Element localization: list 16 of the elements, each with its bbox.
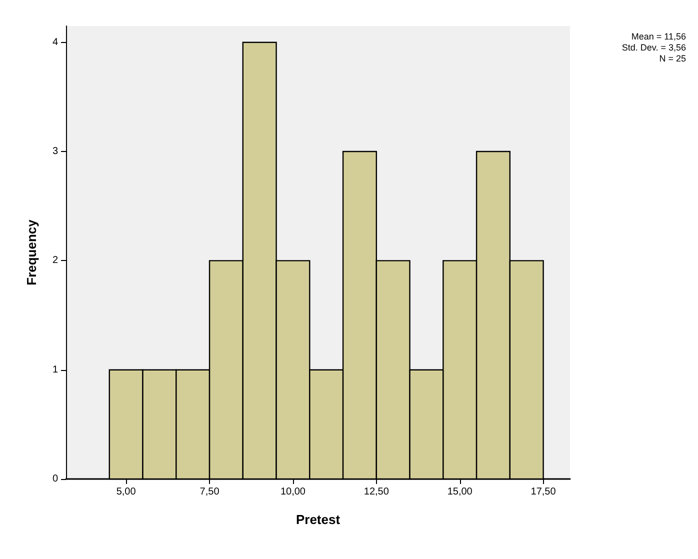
y-tick-label: 3 bbox=[52, 146, 58, 158]
x-tick-label: 5,00 bbox=[116, 486, 136, 498]
x-axis-title: Pretest bbox=[296, 512, 341, 527]
text: Std. Dev. = 3,56 bbox=[622, 42, 686, 52]
text: Mean = 11,56 bbox=[631, 32, 686, 42]
y-tick-label: 4 bbox=[52, 36, 58, 48]
x-tick-label: 17,50 bbox=[530, 486, 556, 498]
y-tick-label: 2 bbox=[52, 255, 58, 266]
x-tick-label: 12,50 bbox=[364, 486, 390, 498]
text: N = 25 bbox=[659, 54, 686, 64]
y-axis-title: Frequency bbox=[24, 218, 39, 286]
x-tick-label: 7,50 bbox=[200, 486, 220, 498]
x-tick-label: 10,00 bbox=[280, 486, 306, 498]
x-tick-label: 15,00 bbox=[447, 486, 473, 498]
y-tick-label: 1 bbox=[52, 364, 58, 376]
y-tick-label: 0 bbox=[52, 474, 58, 484]
